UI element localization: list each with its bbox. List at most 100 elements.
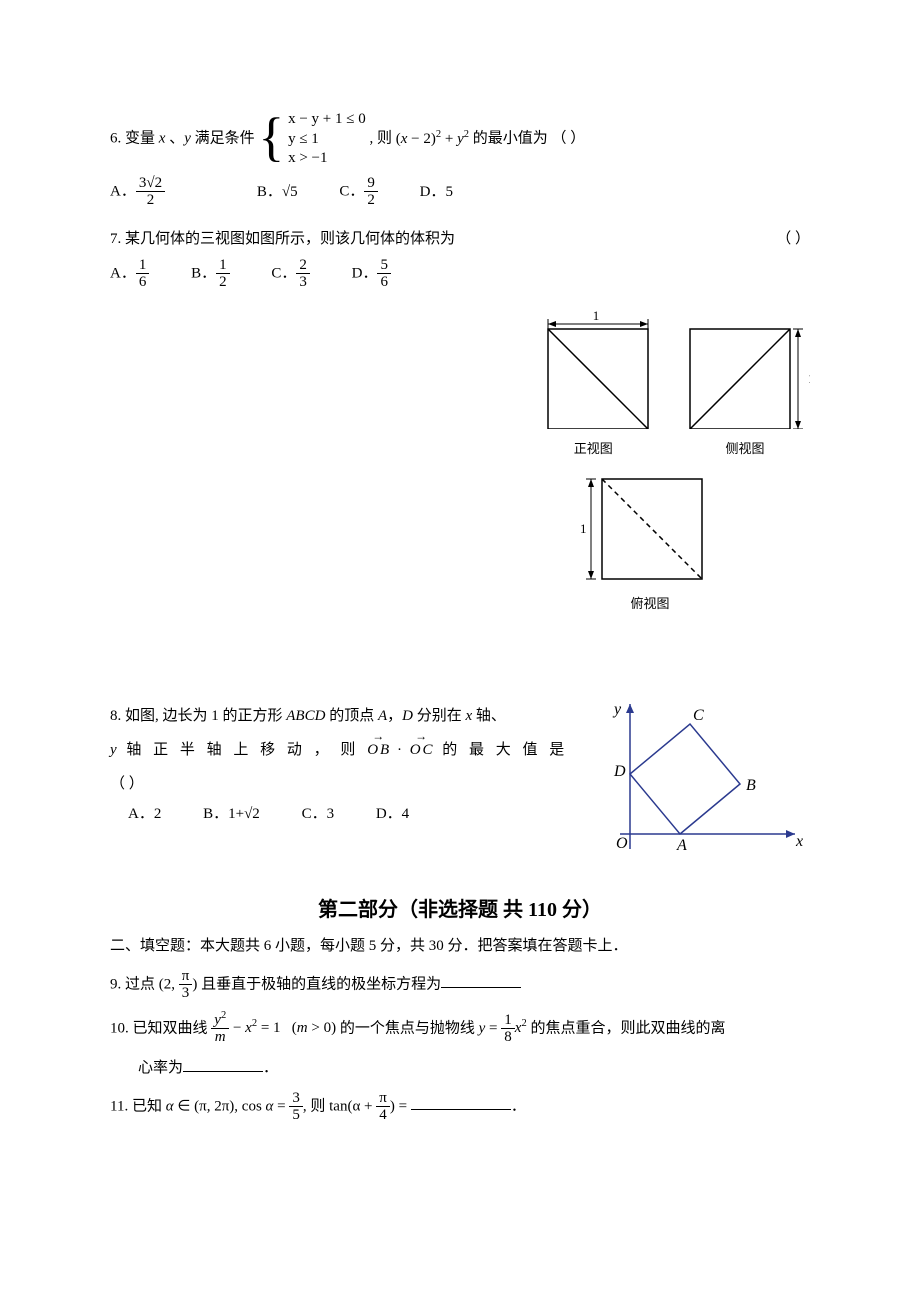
q9-blank xyxy=(441,972,521,988)
q11-n1: 3 xyxy=(289,1090,303,1108)
q10-den1: m xyxy=(215,1029,226,1045)
q7-opt-d: D．56 xyxy=(352,257,391,291)
question-9: 9. 过点 (2, π3) 且垂直于极轴的直线的极坐标方程为 xyxy=(110,968,810,1002)
q7-figures-row1: 1 正视图 1 侧视图 xyxy=(110,309,810,461)
question-11: 11. 已知 α ∈ (π, 2π), cos α = 35, 则 tan(α … xyxy=(110,1090,810,1124)
question-10: 10. 已知双曲线 y2m − x2 = 1 (m > 0) 的一个焦点与抛物线… xyxy=(110,1012,810,1046)
q6-sys3: x > −1 xyxy=(288,150,327,166)
q11-d2: 4 xyxy=(376,1107,390,1124)
q7-d-den: 6 xyxy=(377,274,391,291)
q6-d-label: D． xyxy=(420,184,446,200)
svg-text:x: x xyxy=(795,833,803,850)
q7-b-den: 2 xyxy=(216,274,230,291)
q7-options: A．16 B．12 C．23 D．56 xyxy=(110,257,810,291)
svg-text:D: D xyxy=(613,763,626,780)
q8-b-val: 1+√2 xyxy=(228,806,260,822)
question-8: 8. 如图, 边长为 1 的正方形 ABCD 的顶点 A，D 分别在 x 轴、 … xyxy=(110,694,810,872)
q8-a-label: A． xyxy=(128,806,154,822)
q6-options: A．3√2 2 B．√5 C．92 D．5 xyxy=(110,175,810,209)
q8-A: A xyxy=(378,708,387,724)
q8-l1c: 分别在 xyxy=(413,708,466,724)
top-view-label: 俯视图 xyxy=(580,594,720,615)
q9-pi: π xyxy=(179,968,193,986)
q8-sq: ABCD xyxy=(286,708,325,724)
q6-stem-a: 6. 变量 xyxy=(110,131,159,147)
q6-b-val: √5 xyxy=(282,184,298,200)
svg-text:B: B xyxy=(746,777,756,794)
svg-text:O: O xyxy=(616,835,628,852)
q10-d: 心率为 xyxy=(138,1060,183,1076)
q8-l2a: y xyxy=(110,742,119,758)
q7-b-num: 1 xyxy=(216,257,230,275)
side-view-svg: 1 xyxy=(680,309,810,429)
question-7: 7. 某几何体的三视图如图所示，则该几何体的体积为 （ ） xyxy=(110,227,810,251)
q10-blank xyxy=(183,1056,263,1072)
section-2-title: 第二部分（非选择题 共 110 分） xyxy=(110,894,810,926)
q6-stem-b: 满足条件 xyxy=(191,131,259,147)
q8-l1b: 的顶点 xyxy=(325,708,378,724)
top-unit: 1 xyxy=(580,521,587,536)
q7-paren: （ ） xyxy=(776,227,810,251)
q6-sys1: x − y + 1 ≤ 0 xyxy=(288,111,366,127)
q9-b: 且垂直于极轴的直线的极坐标方程为 xyxy=(197,976,441,992)
q8-D: D xyxy=(402,708,413,724)
q6-sys2: y ≤ 1 xyxy=(288,131,319,147)
q11-b: , 则 tan(α + xyxy=(303,1098,376,1114)
q7-d-num: 5 xyxy=(377,257,391,275)
question-6: 6. 变量 x 、y 满足条件 { x − y + 1 ≤ 0 y ≤ 1 x … xyxy=(110,110,810,169)
q9-den: 3 xyxy=(179,985,193,1002)
q6-c-den: 2 xyxy=(364,192,378,209)
q8-opt-b: B．1+√2 xyxy=(203,802,260,826)
q6-y: y xyxy=(184,131,191,147)
q7-c-label: C． xyxy=(271,265,296,281)
q8-c-val: 3 xyxy=(327,806,335,822)
q8-svg: O A B C D x y xyxy=(590,694,810,864)
q8-figure: O A B C D x y xyxy=(590,694,810,872)
q6-paren: （ ） xyxy=(552,131,586,147)
top-view-svg: 1 xyxy=(580,469,720,584)
brace-left: { xyxy=(258,110,284,164)
q8-l1d: 轴、 xyxy=(472,708,506,724)
q8-c-label: C． xyxy=(302,806,327,822)
svg-text:A: A xyxy=(676,837,687,854)
q8-l1a: 8. 如图, 边长为 1 的正方形 xyxy=(110,708,286,724)
q11-pi: π xyxy=(376,1090,390,1108)
q6-opt-c: C．92 xyxy=(339,175,378,209)
q10-a: 10. 已知双曲线 xyxy=(110,1020,211,1036)
document-page: 6. 变量 x 、y 满足条件 { x − y + 1 ≤ 0 y ≤ 1 x … xyxy=(0,0,920,1190)
q11-d1: 5 xyxy=(289,1107,303,1124)
vec-OC: OC xyxy=(410,738,435,762)
q8-opt-c: C．3 xyxy=(302,802,335,826)
q9-a: 9. 过点 xyxy=(110,976,159,992)
front-view-label: 正视图 xyxy=(528,439,658,460)
q8-options: A．2 B．1+√2 C．3 D．4 xyxy=(110,802,578,827)
svg-text:y: y xyxy=(612,701,622,718)
q7-a-label: A． xyxy=(110,265,136,281)
q7-a-den: 6 xyxy=(136,274,150,291)
q6-b-label: B． xyxy=(257,184,282,200)
q6-opt-d: D．5 xyxy=(420,180,453,204)
q7-stem: 7. 某几何体的三视图如图所示，则该几何体的体积为 xyxy=(110,227,455,251)
q6-d-val: 5 xyxy=(445,184,453,200)
side-unit: 1 xyxy=(808,371,810,386)
q8-l2b: 轴 正 半 轴 上 移 动 ， 则 xyxy=(119,742,368,758)
q6-stem-d: 的最小值为 xyxy=(473,131,548,147)
q11-a: 11. 已知 xyxy=(110,1098,166,1114)
q11-c: ) = xyxy=(390,1098,407,1114)
q7-figures-row2: 1 俯视图 xyxy=(110,469,810,616)
svg-text:C: C xyxy=(693,707,704,724)
front-view-svg: 1 xyxy=(528,309,658,429)
q8-paren: （ ） xyxy=(110,776,144,792)
q8-l2c: 的 最 大 值 是 xyxy=(435,742,569,758)
q8-d-label: D． xyxy=(376,806,402,822)
q11-blank xyxy=(411,1094,511,1110)
section-2-instr: 二、填空题：本大题共 6 小题，每小题 5 分，共 30 分．把答案填在答题卡上… xyxy=(110,934,810,958)
q6-stem-c: , 则 xyxy=(369,131,395,147)
q6-a-num: 3√2 xyxy=(136,175,165,193)
q8-opt-a: A．2 xyxy=(128,802,161,826)
q8-d-val: 4 xyxy=(402,806,410,822)
q6-a-label: A． xyxy=(110,183,136,199)
q6-c-num: 9 xyxy=(364,175,378,193)
q7-opt-a: A．16 xyxy=(110,257,149,291)
q10-pn: 1 xyxy=(501,1012,515,1030)
